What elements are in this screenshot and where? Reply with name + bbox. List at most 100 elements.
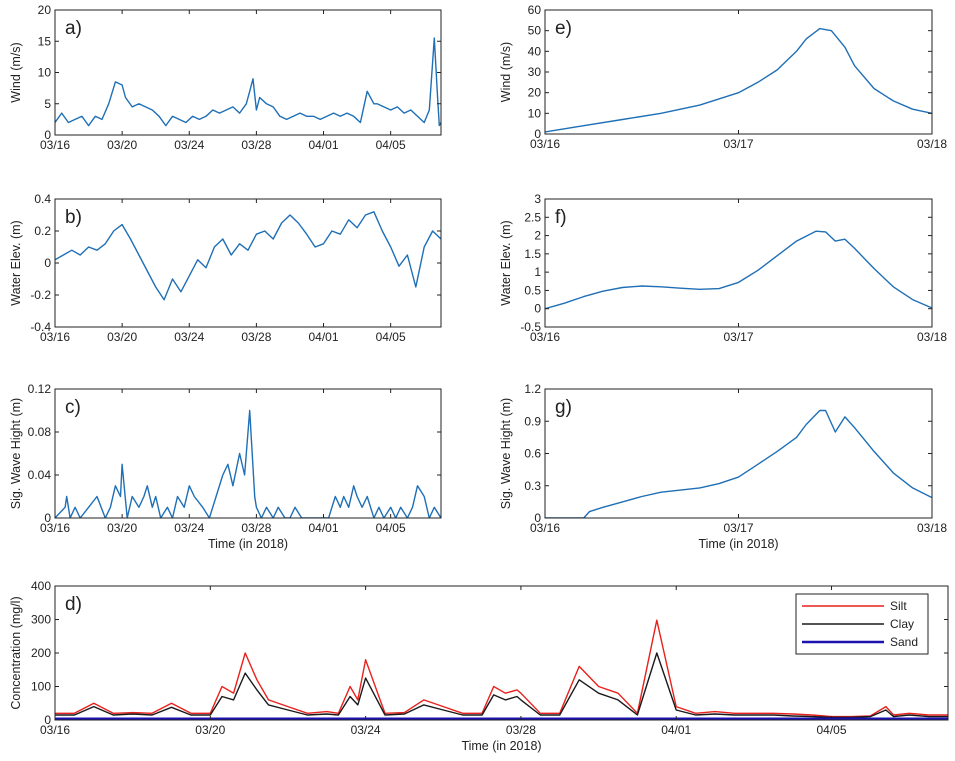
x-tick-label: 03/17: [723, 330, 753, 344]
y-tick-label: 0: [534, 511, 541, 525]
x-tick-label: 03/24: [174, 521, 204, 535]
panel-b: -0.4 -0.2 0 0.2 0.4 03/16 03/20 03/24 03/28 04/01…: [9, 192, 442, 344]
y-tick-label: 300: [31, 613, 51, 627]
panel-f: -0.5 0 0.5 1 1.5 2 2.5 3 03/16 03/17 03/18 Water El…: [499, 192, 947, 344]
x-tick-label: 03/28: [506, 723, 536, 737]
panel-e: 0 10 20 30 40 50 60 03/16 03/17 03/18 Wind (m/s) e): [499, 3, 947, 151]
series-line-clay: [55, 652, 948, 718]
x-tick-label: 03/18: [917, 330, 947, 344]
y-tick-label: 0.04: [28, 468, 52, 482]
y-tick-label: -0.5: [520, 320, 541, 334]
plot-area-f: [545, 199, 932, 327]
y-tick-label: 15: [38, 34, 52, 48]
panel-label: e): [555, 18, 572, 39]
panel-d: 0 100 200 300 400 03/16 03/20 03/24 03/28 04/01 04…: [9, 579, 949, 753]
x-tick-label: 04/01: [309, 138, 339, 152]
x-tick-label: 03/18: [917, 521, 947, 535]
y-tick-label: 0.6: [524, 447, 541, 461]
axes-frame-c: [54, 388, 442, 519]
x-tick-label: 04/01: [309, 521, 339, 535]
x-tick-label: 03/17: [723, 137, 753, 151]
series-line-silt: [55, 619, 948, 718]
y-tick-label: 0: [44, 256, 51, 270]
y-tick-label: 0.5: [524, 283, 541, 297]
x-tick-label: 03/18: [917, 137, 947, 151]
y-tick-label: 400: [31, 579, 51, 593]
y-tick-label: 50: [528, 24, 542, 38]
y-tick-label: -0.4: [30, 320, 51, 334]
x-axis-label: Time (in 2018): [698, 537, 778, 551]
x-tick-label: 03/17: [723, 521, 753, 535]
panel-label: f): [555, 207, 567, 228]
y-tick-label: 0.4: [34, 192, 51, 206]
y-axis-label: Wind (m/s): [499, 42, 513, 102]
panel-label: g): [555, 397, 572, 418]
x-tick-label: 03/16: [40, 138, 70, 152]
y-tick-label: 2.5: [524, 210, 541, 224]
y-tick-label: 100: [31, 680, 51, 694]
x-axis-label: Time (in 2018): [461, 739, 541, 753]
y-tick-label: 0: [44, 713, 51, 727]
plot-area-a: [55, 10, 441, 135]
panel-g: 0 0.3 0.6 0.9 1.2 03/16 03/17 03/18 Sig. Wave Hi…: [499, 382, 947, 551]
x-tick-label: 03/28: [241, 330, 271, 344]
y-tick-label: 0.2: [34, 224, 51, 238]
x-tick-label: 03/16: [40, 521, 70, 535]
panel-a: 0 5 10 15 20 03/16 03/20 03/24 03/28 04/01 04/05 Wi…: [9, 3, 442, 152]
x-tick-label: 03/16: [40, 330, 70, 344]
x-tick-label: 04/05: [376, 138, 406, 152]
x-tick-label: 03/24: [174, 330, 204, 344]
x-tick-label: 03/20: [107, 330, 137, 344]
y-tick-label: 40: [528, 44, 542, 58]
x-tick-label: 03/16: [40, 723, 70, 737]
y-axis-label: Water Elev. (m): [499, 220, 513, 305]
y-tick-label: 20: [38, 3, 52, 17]
series-line-water-elevation: [55, 211, 441, 301]
panel-label: d): [65, 594, 82, 615]
y-tick-label: 0: [44, 128, 51, 142]
y-tick-label: 60: [528, 3, 542, 17]
y-tick-label: -0.2: [30, 288, 51, 302]
panel-label: a): [65, 18, 82, 39]
x-tick-label: 03/16: [530, 137, 560, 151]
x-tick-label: 03/16: [530, 330, 560, 344]
y-tick-label: 1: [534, 265, 541, 279]
legend-label-sand: Sand: [890, 635, 918, 649]
series-line-wind: [55, 37, 441, 127]
y-tick-label: 5: [44, 97, 51, 111]
y-tick-label: 0.08: [28, 425, 52, 439]
legend: Silt Clay Sand: [795, 593, 929, 655]
series-line-water-elevation: [545, 230, 932, 310]
y-tick-label: 0.3: [524, 479, 541, 493]
y-tick-label: 10: [528, 106, 542, 120]
plot-area-g: [545, 389, 932, 518]
y-tick-label: 0.12: [28, 382, 52, 396]
y-tick-label: 10: [38, 66, 52, 80]
x-tick-label: 03/20: [107, 138, 137, 152]
legend-label-silt: Silt: [890, 599, 907, 613]
panel-c: 0 0.04 0.08 0.12 03/16 03/20 03/24 03/28 04/01 04…: [9, 382, 442, 551]
y-axis-label: Sig. Wave Hight (m): [9, 398, 23, 509]
panel-label: c): [65, 397, 81, 418]
x-tick-label: 03/28: [241, 521, 271, 535]
plot-area-e: [545, 10, 932, 134]
y-tick-label: 200: [31, 646, 51, 660]
x-tick-label: 04/01: [309, 330, 339, 344]
x-tick-label: 04/05: [376, 521, 406, 535]
plot-area-c: [55, 389, 441, 518]
x-tick-label: 04/05: [817, 723, 847, 737]
x-tick-label: 03/20: [107, 521, 137, 535]
x-axis-label: Time (in 2018): [208, 537, 288, 551]
y-tick-label: 0: [534, 302, 541, 316]
x-tick-label: 03/24: [174, 138, 204, 152]
y-tick-label: 1.5: [524, 247, 541, 261]
y-axis-label: Sig. Wave Hight (m): [499, 398, 513, 509]
x-tick-label: 03/28: [241, 138, 271, 152]
x-tick-label: 03/24: [351, 723, 381, 737]
y-tick-label: 3: [534, 192, 541, 206]
y-axis-label: Concentration (mg/l): [9, 596, 23, 709]
y-tick-label: 1.2: [524, 382, 541, 396]
x-tick-label: 03/16: [530, 521, 560, 535]
y-tick-label: 0: [534, 127, 541, 141]
